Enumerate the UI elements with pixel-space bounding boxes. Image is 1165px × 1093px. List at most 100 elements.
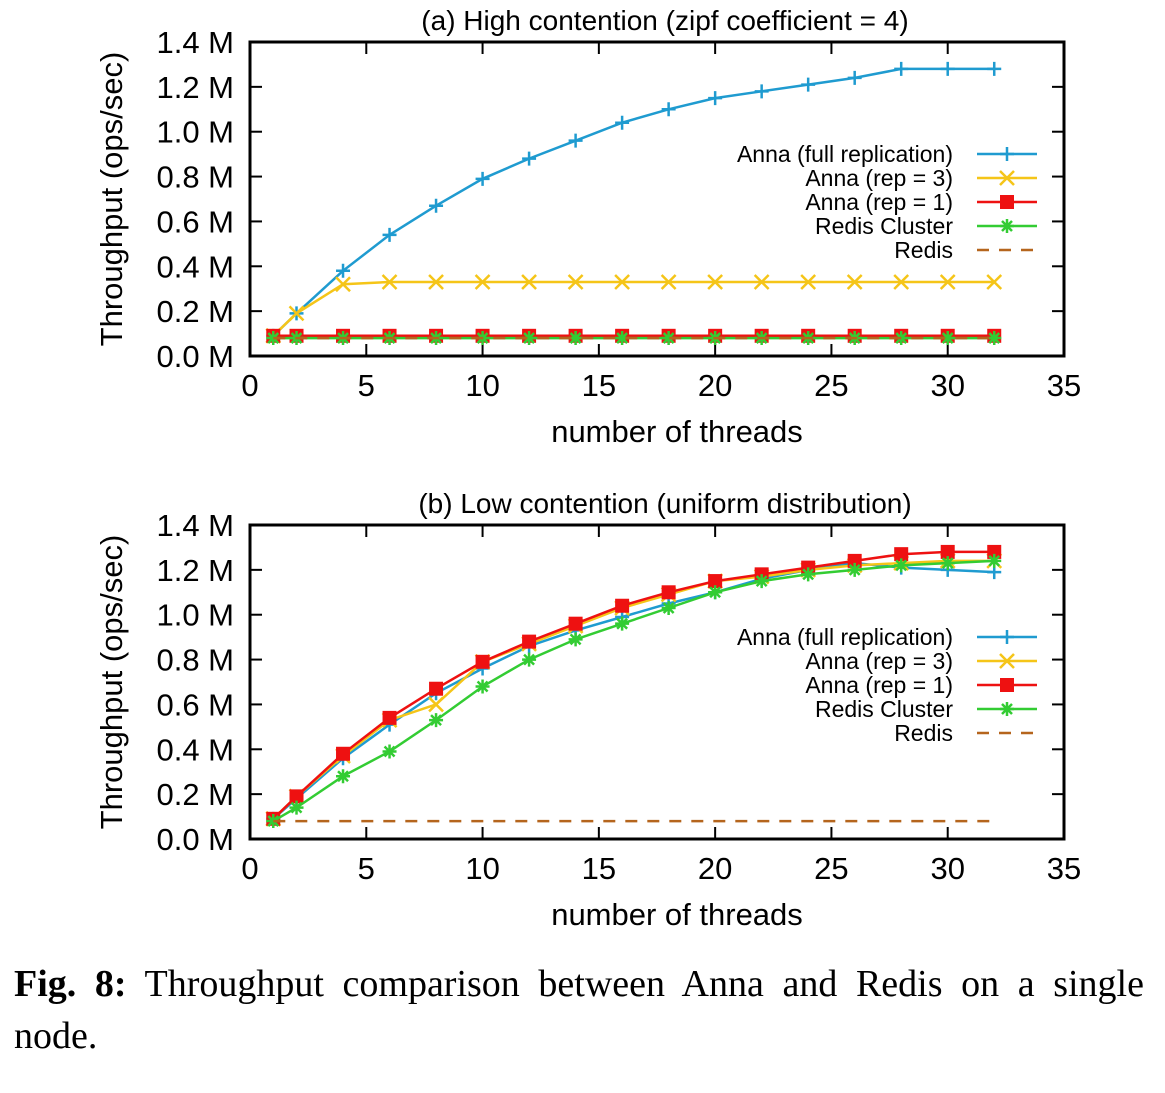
data-point [707,274,724,290]
y-tick-label: 0.8 M [156,643,234,678]
data-point [382,227,397,242]
data-point [986,274,1003,290]
legend-marker [999,170,1015,186]
legend-label: Anna (full replication) [737,624,953,650]
data-point [708,91,723,106]
y-tick-label: 1.4 M [156,508,234,543]
legend-label: Anna (rep = 1) [805,189,953,215]
data-point [940,61,955,76]
y-tick-label: 0.4 M [156,732,234,767]
data-point [429,681,444,696]
plot-frame [248,40,1066,358]
legend-label: Anna (rep = 3) [805,648,953,674]
legend-marker [1000,195,1014,209]
y-tick-label: 0.0 M [156,822,234,857]
y-axis-label: Throughput (ops/sec) [94,535,129,830]
data-point [940,544,955,559]
data-point [987,331,1002,346]
x-tick-label: 0 [241,851,258,886]
data-point [661,331,676,346]
x-tick-label: 20 [698,368,732,403]
data-point [568,616,583,631]
data-point [382,710,397,725]
legend-marker [999,653,1015,669]
caption-label: Fig. 8: [14,963,127,1005]
data-point [615,616,630,631]
y-tick-label: 0.2 M [156,294,234,329]
x-tick-label: 25 [814,368,848,403]
series-redis-cluster [266,553,1002,829]
data-point [894,547,909,562]
y-tick-label: 0.2 M [156,777,234,812]
x-tick-label: 5 [358,851,375,886]
data-point [847,553,862,568]
x-axis-label: number of threads [551,414,803,449]
legend-entry: Anna (rep = 1) [805,672,1037,698]
legend-entry: Anna (full replication) [737,624,1037,650]
data-point [522,634,537,649]
data-point [428,696,444,713]
legend-marker [1000,630,1014,644]
data-point [289,789,304,804]
legend-label: Anna (full replication) [737,141,953,167]
x-tick-label: 15 [582,851,616,886]
data-point [894,61,909,76]
data-point [336,263,351,278]
data-point [336,746,351,761]
legend-label: Redis [894,720,953,746]
data-point [474,274,491,290]
data-point [615,115,630,130]
data-point [522,151,537,166]
legend-label: Anna (rep = 1) [805,672,953,698]
y-tick-label: 0.0 M [156,339,234,374]
y-tick-label: 1.2 M [156,70,234,105]
legend-entry: Redis [894,237,1037,263]
legend-marker [1000,702,1014,716]
data-point [800,274,817,290]
data-point [266,331,281,346]
legend: Anna (full replication)Anna (rep = 3)Ann… [737,624,1037,746]
data-point [568,133,583,148]
data-point [801,567,816,582]
x-tick-label: 5 [358,368,375,403]
legend-label: Redis [894,237,953,263]
chart-b: (b) Low contention (uniform distribution… [94,488,1081,932]
data-point [660,274,677,290]
data-point [336,769,351,784]
data-point [614,274,630,290]
data-point [382,744,397,759]
data-point [661,585,676,600]
data-point [894,558,909,573]
series-anna-rep-3 [265,274,1003,344]
data-point [568,331,583,346]
data-point [288,305,305,322]
data-point [753,274,770,290]
x-tick-label: 30 [930,851,964,886]
y-tick-label: 1.2 M [156,553,234,588]
data-point [429,198,444,213]
legend-marker [1000,678,1014,692]
data-point [522,652,537,667]
data-point [475,679,490,694]
data-point [381,274,398,290]
y-tick-label: 0.4 M [156,249,234,284]
legend-entry: Anna (full replication) [737,141,1037,167]
legend-marker [1000,147,1014,161]
data-point [428,274,444,290]
data-point [754,574,769,589]
data-point [266,814,281,829]
data-point [335,276,351,293]
data-point [661,600,676,615]
plot-frame [248,523,1066,841]
data-point [615,331,630,346]
data-point [708,574,723,589]
legend-entry: Anna (rep = 3) [805,648,1037,674]
data-point [847,562,862,577]
x-tick-label: 35 [1047,368,1081,403]
legend: Anna (full replication)Anna (rep = 3)Ann… [737,141,1037,263]
data-point [987,553,1002,568]
x-tick-label: 10 [465,368,499,403]
data-point [429,713,444,728]
x-tick-label: 20 [698,851,732,886]
